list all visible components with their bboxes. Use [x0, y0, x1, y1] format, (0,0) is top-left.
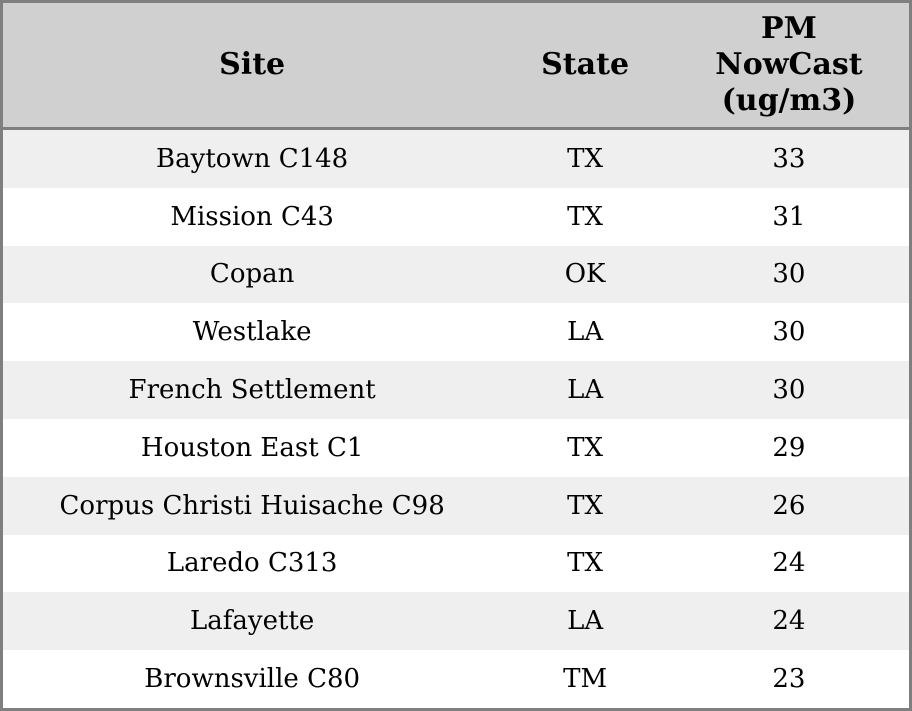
table-row: Corpus Christi Huisache C98 TX 26: [3, 476, 909, 535]
site-cell: Copan: [209, 259, 295, 290]
site-cell: French Settlement: [128, 375, 376, 406]
state-cell: TX: [567, 432, 604, 463]
table-body: Baytown C148 TX 33 Mission C43 TX 31 Copan OK 30…: [3, 130, 909, 708]
table-row: Baytown C148 TX 33: [3, 130, 909, 188]
table-row: Copan OK 30: [3, 245, 909, 304]
pm-nowcast-cell: 24: [772, 606, 806, 637]
state-cell: TX: [567, 201, 604, 232]
site-cell: Brownsville C80: [144, 664, 361, 695]
site-cell: Corpus Christi Huisache C98: [59, 490, 445, 521]
pm-nowcast-cell: 29: [772, 432, 806, 463]
pm-nowcast-cell: 24: [772, 548, 806, 579]
state-cell: TM: [563, 664, 608, 695]
column-header-site: Site: [219, 47, 286, 82]
pm-nowcast-cell: 30: [772, 259, 806, 290]
table-row: Westlake LA 30: [3, 303, 909, 362]
site-cell: Houston East C1: [140, 432, 364, 463]
pm-nowcast-cell: 33: [772, 143, 806, 174]
pm-nowcast-cell: 26: [772, 490, 806, 521]
table-row: French Settlement LA 30: [3, 361, 909, 419]
pm-nowcast-cell: 31: [772, 201, 806, 232]
table-header-row: Site State PM NowCast (ug/m3): [3, 3, 909, 130]
state-cell: TX: [567, 548, 604, 579]
table-row: Houston East C1 TX 29: [3, 418, 909, 477]
site-cell: Lafayette: [190, 606, 315, 637]
state-cell: OK: [564, 259, 606, 290]
state-cell: TX: [567, 490, 604, 521]
site-cell: Mission C43: [170, 201, 334, 232]
pm-nowcast-cell: 23: [772, 664, 806, 695]
state-cell: LA: [567, 375, 604, 406]
site-cell: Baytown C148: [156, 143, 349, 174]
column-header-pm-nowcast: PM NowCast (ug/m3): [715, 11, 863, 118]
state-cell: TX: [567, 143, 604, 174]
state-cell: LA: [567, 317, 604, 348]
table-row: Lafayette LA 24: [3, 592, 909, 651]
site-cell: Westlake: [192, 317, 312, 348]
state-cell: LA: [567, 606, 604, 637]
site-cell: Laredo C313: [166, 548, 338, 579]
table-row: Brownsville C80 TM 23: [3, 650, 909, 708]
pm-nowcast-cell: 30: [772, 375, 806, 406]
column-header-state: State: [541, 47, 630, 82]
pm-nowcast-cell: 30: [772, 317, 806, 348]
table-row: Laredo C313 TX 24: [3, 534, 909, 593]
table-row: Mission C43 TX 31: [3, 187, 909, 246]
